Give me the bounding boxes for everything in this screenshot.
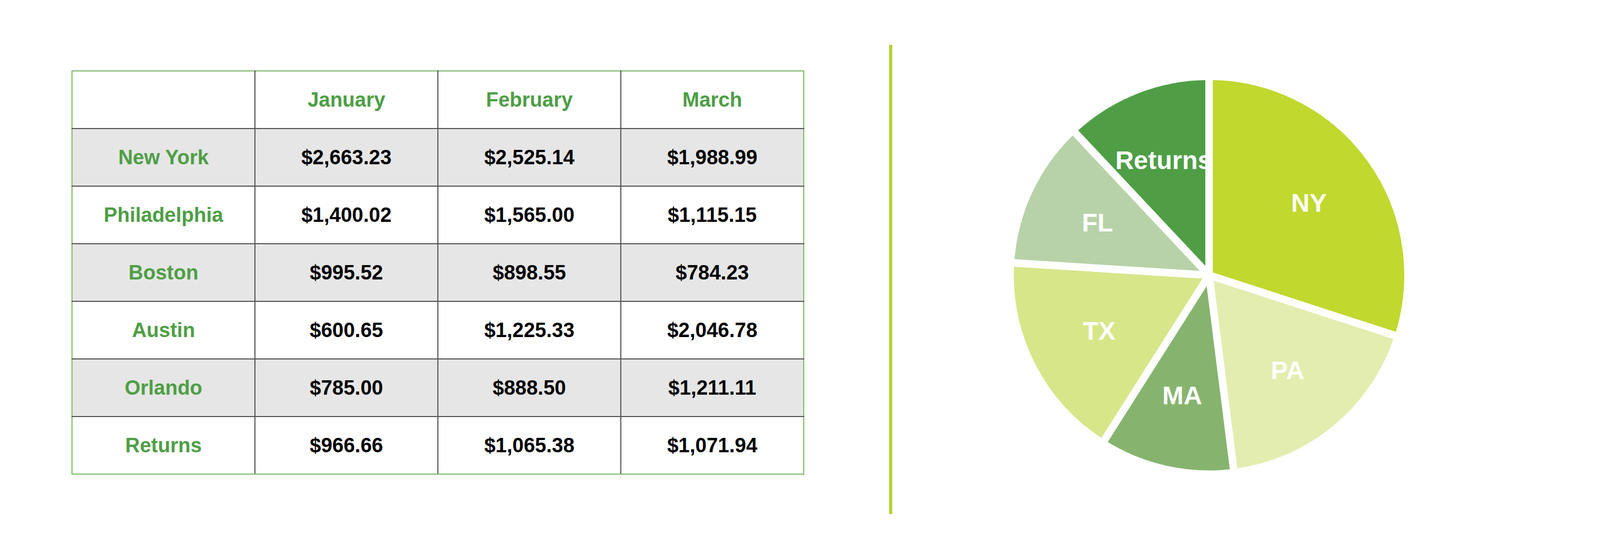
html-text:$888.50: $888.50	[492, 376, 566, 399]
html-text:$784.23: $784.23	[675, 261, 749, 284]
html-text:Austin: Austin	[131, 318, 195, 342]
html-text:$1,065.38: $1,065.38	[484, 433, 575, 457]
svg-text:Returns: Returns	[1115, 146, 1212, 175]
html-text:New York: New York	[118, 145, 209, 169]
html-text:$2,046.78: $2,046.78	[667, 318, 758, 342]
html-text:$1,988.99: $1,988.99	[667, 145, 758, 169]
svg-text:NY: NY	[1291, 188, 1327, 218]
html-text:Returns: Returns	[125, 433, 202, 457]
html-text:$1,211.11: $1,211.11	[668, 376, 757, 399]
html-text:$2,525.14: $2,525.14	[484, 145, 575, 169]
html-text:$1,115.15: $1,115.15	[667, 203, 757, 226]
html-text:$1,565.00: $1,565.00	[484, 203, 575, 226]
svg-text:PA: PA	[1270, 356, 1305, 385]
svg-text:FL: FL	[1081, 208, 1114, 237]
html-text:$995.52: $995.52	[309, 261, 384, 284]
html-text:January: January	[307, 88, 386, 111]
html-text:Philadelphia: Philadelphia	[103, 203, 224, 226]
html-text:$1,225.33: $1,225.33	[484, 318, 575, 342]
html-text:February: February	[485, 88, 573, 111]
html-text:$1,400.02: $1,400.02	[301, 203, 392, 226]
html-text:$2,663.23: $2,663.23	[301, 145, 392, 169]
html-text:$600.65: $600.65	[309, 318, 384, 342]
html-text:$785.00: $785.00	[309, 376, 384, 399]
html-text:March: March	[682, 88, 743, 111]
html-text:$898.55: $898.55	[492, 261, 566, 284]
svg-text:TX: TX	[1082, 316, 1116, 346]
html-text:Boston: Boston	[128, 261, 199, 284]
html-text:$966.66: $966.66	[309, 433, 384, 457]
html-text:Orlando: Orlando	[124, 376, 203, 399]
html-text:$1,071.94: $1,071.94	[667, 433, 758, 457]
svg-text:MA: MA	[1162, 381, 1203, 410]
